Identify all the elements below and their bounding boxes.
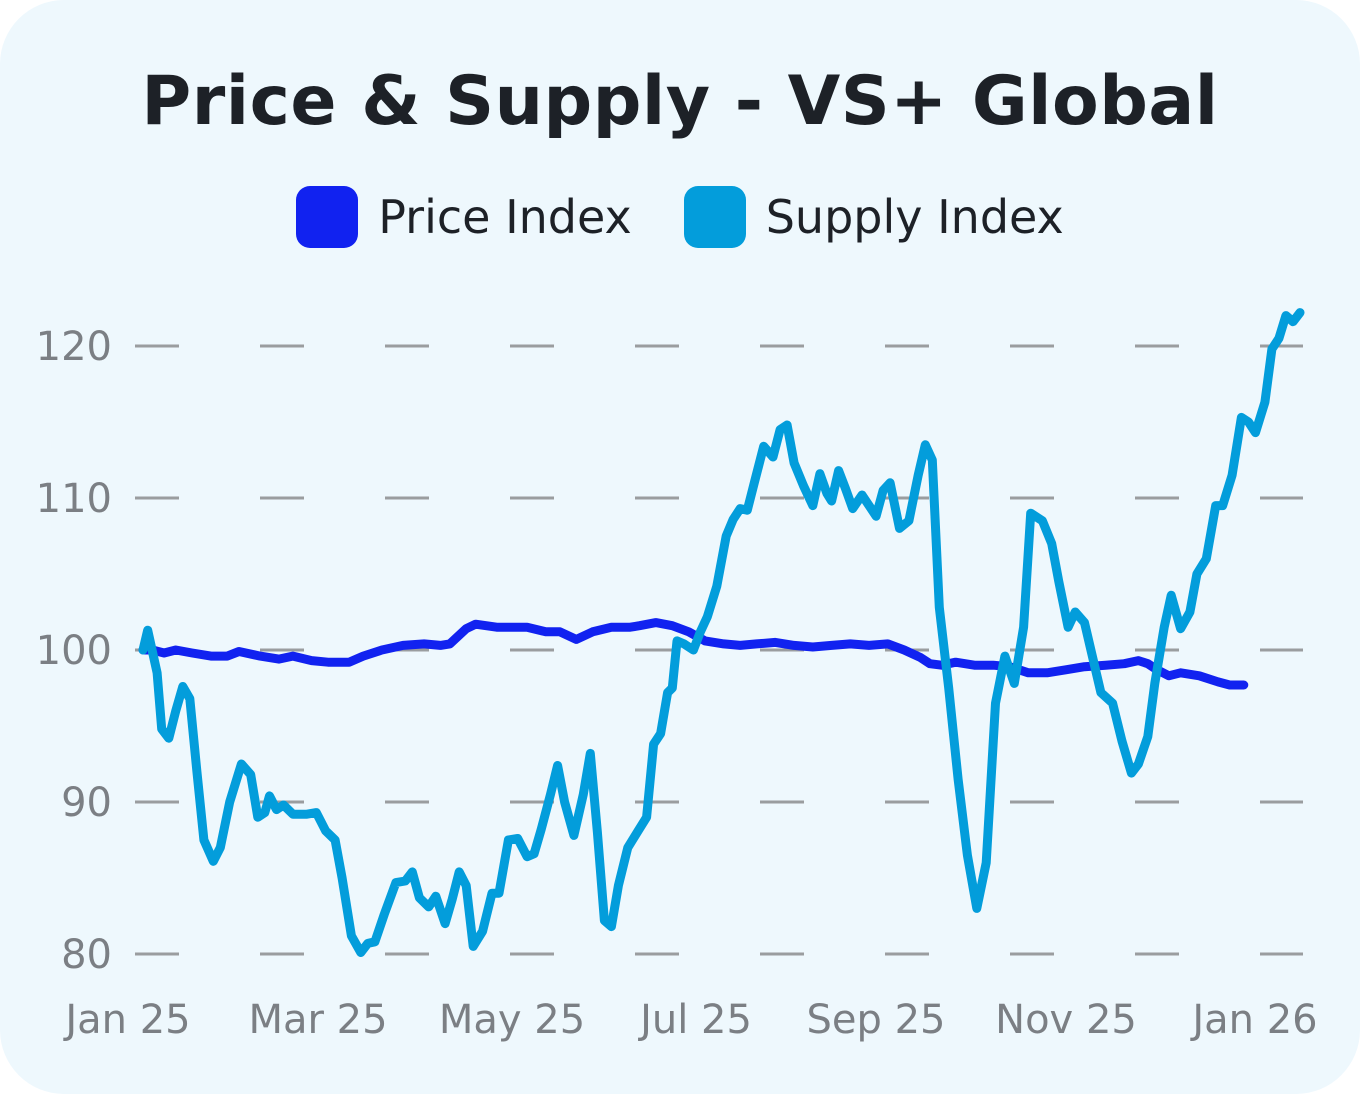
y-tick-label: 90 bbox=[61, 780, 112, 826]
x-tick-label: May 25 bbox=[439, 997, 585, 1043]
y-tick-label: 80 bbox=[61, 932, 112, 978]
y-tick-label: 120 bbox=[36, 324, 112, 370]
legend-label-price: Price Index bbox=[378, 190, 632, 244]
x-tick-label: Jan 25 bbox=[62, 997, 190, 1043]
gridlines bbox=[135, 344, 1303, 956]
y-tick-label: 100 bbox=[36, 628, 112, 674]
chart-title: Price & Supply - VS+ Global bbox=[141, 62, 1219, 141]
y-axis-ticks: 80 90 100 110 120 bbox=[36, 324, 112, 978]
legend-item-price[interactable]: Price Index bbox=[296, 186, 632, 248]
y-tick-label: 110 bbox=[36, 476, 112, 522]
x-axis-ticks: Jan 25 Mar 25 May 25 Jul 25 Sep 25 Nov 25 Jan … bbox=[62, 997, 1317, 1043]
x-tick-label: Mar 25 bbox=[248, 997, 387, 1043]
x-tick-label: Nov 25 bbox=[995, 997, 1137, 1043]
series-line-supply-index[interactable] bbox=[138, 308, 1305, 957]
x-tick-label: Sep 25 bbox=[806, 997, 945, 1043]
chart-legend: Price Index Supply Index bbox=[0, 182, 1360, 252]
legend-swatch-supply bbox=[683, 186, 746, 248]
legend-swatch-price bbox=[296, 186, 359, 248]
series-lines bbox=[138, 308, 1305, 957]
x-tick-label: Jan 26 bbox=[1189, 997, 1317, 1043]
legend-item-supply[interactable]: Supply Index bbox=[683, 186, 1064, 248]
x-tick-label: Jul 25 bbox=[637, 997, 752, 1043]
legend-label-supply: Supply Index bbox=[765, 190, 1064, 244]
